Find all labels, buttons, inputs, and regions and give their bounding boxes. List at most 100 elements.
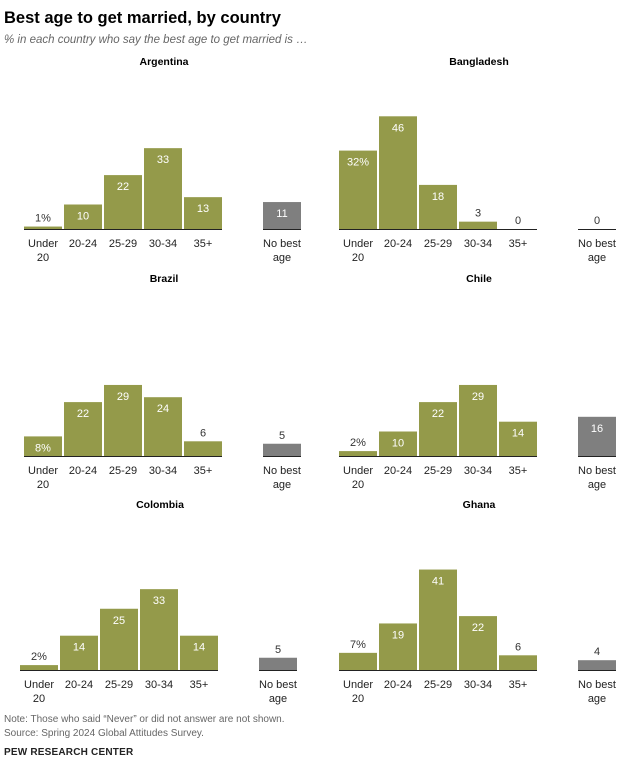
category-label-argentina-2: 25-29	[109, 238, 137, 250]
bar-brazil-5	[263, 443, 301, 456]
value-label-chile-1: 10	[392, 438, 404, 450]
category-label-colombia-0: Under	[24, 679, 54, 691]
value-label-bangladesh-1: 46	[392, 122, 404, 134]
value-label-brazil-5: 5	[279, 430, 285, 442]
bar-chile-3	[459, 384, 497, 456]
bar-bangladesh-2	[419, 184, 457, 229]
bar-colombia-4	[180, 635, 218, 670]
bar-ghana-2	[419, 569, 457, 670]
value-label-chile-3: 29	[472, 391, 484, 403]
bar-ghana-3	[459, 616, 497, 670]
category-label-argentina-5: No best	[263, 238, 301, 250]
value-label-brazil-4: 6	[200, 427, 206, 439]
category-label-chile-0: Under	[343, 465, 373, 477]
category-label-bangladesh-4: 35+	[509, 238, 528, 250]
bar-colombia-2	[100, 608, 138, 670]
bar-bangladesh-3	[459, 221, 497, 229]
panel-title-colombia: Colombia	[136, 499, 184, 511]
bar-argentina-0	[24, 226, 62, 229]
bar-bangladesh-0	[339, 150, 377, 229]
pew-brand-label: PEW RESEARCH CENTER	[4, 747, 134, 758]
chart-title: Best age to get married, by country	[4, 9, 281, 27]
value-label-brazil-3: 24	[157, 403, 169, 415]
value-label-colombia-1: 14	[73, 642, 85, 654]
value-label-bangladesh-3: 3	[475, 208, 481, 220]
value-label-argentina-3: 33	[157, 154, 169, 166]
category-label-ghana-0-b: 20	[352, 693, 364, 705]
category-label-colombia-1: 20-24	[65, 679, 93, 691]
value-label-ghana-0: 7%	[350, 639, 366, 651]
category-label-ghana-3: 30-34	[464, 679, 492, 691]
bar-bangladesh-1	[379, 116, 417, 229]
category-label-ghana-5-b: age	[588, 693, 606, 705]
value-label-colombia-4: 14	[193, 642, 205, 654]
category-label-chile-5-b: age	[588, 479, 606, 491]
category-label-chile-4: 35+	[509, 465, 528, 477]
category-label-colombia-0-b: 20	[33, 693, 45, 705]
category-label-bangladesh-1: 20-24	[384, 238, 412, 250]
bar-chile-2	[419, 402, 457, 456]
category-label-colombia-5-b: age	[269, 693, 287, 705]
category-label-chile-2: 25-29	[424, 465, 452, 477]
category-label-ghana-0: Under	[343, 679, 373, 691]
value-label-colombia-3: 33	[153, 595, 165, 607]
category-label-ghana-1: 20-24	[384, 679, 412, 691]
bar-colombia-0	[20, 665, 58, 670]
category-label-bangladesh-3: 30-34	[464, 238, 492, 250]
category-label-brazil-4: 35+	[194, 465, 213, 477]
category-label-chile-0-b: 20	[352, 479, 364, 491]
bar-brazil-2	[104, 384, 142, 456]
bar-brazil-3	[144, 397, 182, 456]
bar-argentina-1	[64, 204, 102, 229]
category-label-argentina-4: 35+	[194, 238, 213, 250]
source-note: Source: Spring 2024 Global Attitudes Sur…	[4, 728, 204, 739]
value-label-bangladesh-0: 32%	[347, 157, 369, 169]
category-label-brazil-1: 20-24	[69, 465, 97, 477]
category-label-argentina-0: Under	[28, 238, 58, 250]
category-label-bangladesh-5-b: age	[588, 252, 606, 264]
bar-argentina-3	[144, 148, 182, 229]
value-label-bangladesh-2: 18	[432, 191, 444, 203]
value-label-chile-2: 22	[432, 408, 444, 420]
value-label-argentina-4: 13	[197, 203, 209, 215]
value-label-argentina-0: 1%	[35, 213, 51, 225]
bar-ghana-4	[499, 655, 537, 670]
panel-title-chile: Chile	[466, 273, 492, 285]
value-label-ghana-4: 6	[515, 641, 521, 653]
bar-chile-1	[379, 431, 417, 456]
category-label-argentina-0-b: 20	[37, 252, 49, 264]
value-label-ghana-1: 19	[392, 629, 404, 641]
panel-title-ghana: Ghana	[463, 499, 496, 511]
bar-colombia-5	[259, 657, 297, 670]
category-label-brazil-3: 30-34	[149, 465, 177, 477]
bar-chile-4	[499, 421, 537, 456]
bar-brazil-0	[24, 436, 62, 456]
value-label-argentina-5: 11	[276, 208, 287, 220]
category-label-brazil-0: Under	[28, 465, 58, 477]
category-label-brazil-5-b: age	[273, 479, 291, 491]
bar-chile-5	[578, 416, 616, 456]
bar-argentina-5	[263, 202, 301, 229]
bar-brazil-1	[64, 402, 102, 456]
category-label-colombia-3: 30-34	[145, 679, 173, 691]
value-label-argentina-2: 22	[117, 181, 129, 193]
category-label-chile-1: 20-24	[384, 465, 412, 477]
value-label-chile-5: 16	[591, 423, 603, 435]
value-label-brazil-1: 22	[77, 408, 89, 420]
category-label-chile-5: No best	[578, 465, 616, 477]
category-label-bangladesh-0-b: 20	[352, 252, 364, 264]
category-label-ghana-4: 35+	[509, 679, 528, 691]
value-label-brazil-0: 8%	[35, 442, 51, 454]
value-label-bangladesh-5: 0	[594, 215, 600, 227]
value-label-colombia-2: 25	[113, 615, 125, 627]
value-label-colombia-0: 2%	[31, 651, 47, 663]
category-label-bangladesh-5: No best	[578, 238, 616, 250]
bar-ghana-1	[379, 623, 417, 670]
category-label-argentina-5-b: age	[273, 252, 291, 264]
bar-argentina-4	[184, 197, 222, 229]
bar-colombia-3	[140, 589, 178, 670]
bar-argentina-2	[104, 175, 142, 229]
category-label-brazil-5: No best	[263, 465, 301, 477]
value-label-ghana-2: 41	[432, 576, 444, 588]
